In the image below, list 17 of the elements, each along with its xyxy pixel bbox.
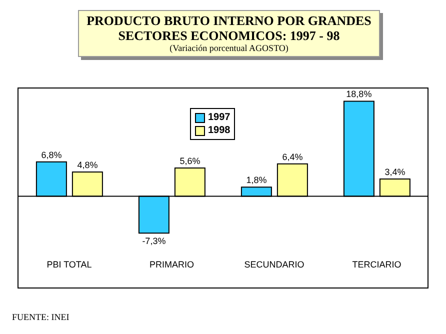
- data-label: 6,8%: [41, 150, 62, 160]
- x-tick-label: PBI TOTAL: [46, 259, 92, 270]
- x-tick-label: SECUNDARIO: [244, 259, 304, 270]
- chart-subtitle: (Variación porcentual AGOSTO): [168, 43, 290, 53]
- data-label: 1,8%: [246, 175, 267, 186]
- data-label: 4,8%: [77, 160, 98, 170]
- chart-title: PRODUCTO BRUTO INTERNO POR GRANDES SECTORES ECONOMICOS: 1997 - 98: [86, 13, 372, 43]
- data-label: 3,4%: [384, 167, 406, 178]
- data-label: -7,3%: [142, 236, 166, 246]
- data-label: 5,6%: [180, 156, 200, 166]
- x-tick-label: PRIMARIO: [149, 259, 194, 270]
- source-note: FUENTE: INEI: [12, 312, 70, 322]
- legend-label: 1997: [207, 111, 230, 124]
- data-label: 18,8%: [346, 89, 372, 100]
- data-label: 6,4%: [282, 152, 303, 162]
- legend-label: 1998: [207, 124, 230, 137]
- x-tick-label: TERCIARIO: [352, 259, 402, 270]
